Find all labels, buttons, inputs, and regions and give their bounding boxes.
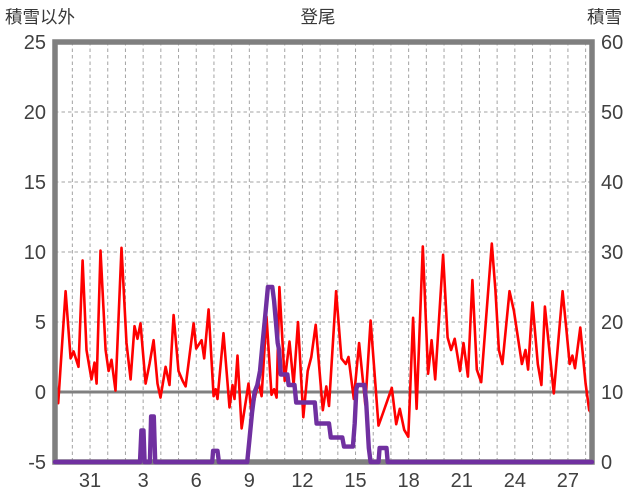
purple-series-line [52, 284, 595, 465]
left-axis-tick-label: 5 [35, 312, 46, 334]
right-axis-tick-label: 10 [601, 382, 623, 404]
left-axis-tick-label: 25 [24, 32, 46, 54]
x-axis-tick-label: 24 [504, 470, 526, 492]
left-axis-tick-label: 0 [35, 382, 46, 404]
left-axis-tick-label: 20 [24, 102, 46, 124]
left-axis-tick-label: 15 [24, 172, 46, 194]
x-axis-tick-label: 15 [344, 470, 366, 492]
right-axis-tick-label: 60 [601, 32, 623, 54]
x-axis-tick-label: 21 [451, 470, 473, 492]
x-axis-tick-label: 27 [557, 470, 579, 492]
left-axis-tick-label: 10 [24, 242, 46, 264]
right-axis-tick-label: 30 [601, 242, 623, 264]
right-axis-title: 積雪 [587, 7, 622, 27]
x-axis-tick-label: 18 [398, 470, 420, 492]
left-axis-tick-label: -5 [28, 452, 46, 474]
x-axis-tick-label: 6 [191, 470, 202, 492]
right-axis-tick-label: 50 [601, 102, 623, 124]
x-axis-tick-label: 12 [291, 470, 313, 492]
right-axis-tick-label: 0 [601, 452, 612, 474]
chart-title: 登尾 [300, 7, 336, 27]
x-axis-tick-label: 3 [138, 470, 149, 492]
left-axis-title: 積雪以外 [5, 7, 75, 27]
right-axis-tick-label: 40 [601, 172, 623, 194]
x-axis-tick-label: 31 [79, 470, 101, 492]
x-axis-tick-label: 9 [244, 470, 255, 492]
right-axis-tick-label: 20 [601, 312, 623, 334]
red-series-line [53, 242, 594, 439]
plot-frame [52, 39, 595, 465]
